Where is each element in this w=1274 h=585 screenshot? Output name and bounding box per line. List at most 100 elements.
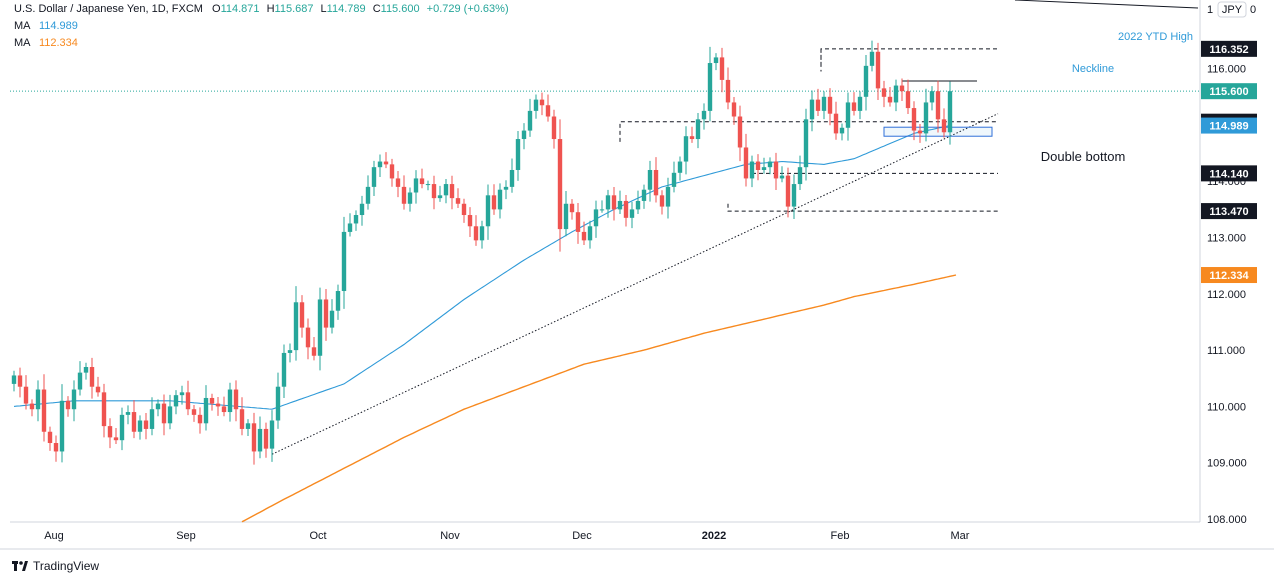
candle-body [497,189,503,210]
candle-body [935,91,941,120]
candle-body [701,110,707,120]
x-tick-label: Dec [572,530,592,542]
candle-body [179,392,185,396]
candle-body [629,209,635,218]
candle-body [539,99,545,106]
candle-body [317,299,323,356]
candle-body [677,161,683,173]
candle-body [665,186,671,207]
horizontal-levels[interactable] [10,48,1200,212]
candle-body [641,189,647,201]
price-tag-box [1201,165,1257,182]
y-tick-label: 113.000 [1207,233,1246,245]
price-axis-ticks: 108.000 109.000 110.000 111.000 112.000 113.0… [1207,64,1247,526]
candle-body [473,226,479,241]
price-tag-box [1201,117,1257,134]
candle-body [833,113,839,134]
candle-body [623,200,629,218]
candle-body [743,147,749,179]
candle-body [383,161,389,165]
candle-body [59,400,65,452]
candle-body [635,200,641,210]
ma200-line [241,274,957,523]
candle-body [23,386,29,404]
candle-body [851,102,857,111]
candle-body [197,414,203,424]
x-tick-label: Aug [44,530,64,542]
x-tick-label: Sep [176,530,196,542]
candle-body [689,136,695,140]
tradingview-brand[interactable]: TradingView [12,559,99,573]
candle-body [107,426,113,438]
candle-body [917,130,923,134]
candle-body [773,161,779,179]
candle-body [779,175,785,179]
candle-body [857,96,863,111]
support2-line [727,203,998,212]
currency-button[interactable]: JPY 0 [1217,1,1256,18]
candle-body [671,172,677,187]
candle-body [437,195,443,199]
ytd-high-label: 2022 YTD High [1118,31,1193,43]
candle-body [713,57,719,64]
candle-body [227,389,233,413]
candle-body [557,139,563,230]
candle-body [887,96,893,103]
candle-body [947,91,953,133]
candle-body [545,105,551,117]
price-tag-box [1201,267,1257,284]
low-label: L [321,3,327,15]
candle-body [521,130,527,140]
candle-body [563,203,569,230]
candle-body [845,102,851,128]
ma200-path [241,274,957,523]
price-axis-tags: 116.352115.600115.058114.989114.140113.4… [1201,40,1257,284]
candle-body [479,226,485,241]
price-tag-label: 113.470 [1209,206,1248,218]
price-tag-box [1201,203,1257,220]
change-value: +0.729 (+0.63%) [427,3,509,15]
candle-body [605,195,611,210]
svg-text:U.S. Dollar / Japanese Yen, 1D: U.S. Dollar / Japanese Yen, 1D, FXCM O11… [14,3,509,15]
candle-body [209,397,215,404]
candle-body [359,203,365,216]
candle-body [113,437,119,441]
candle-body [485,195,491,227]
candle-body [443,184,449,196]
candle-body [131,412,137,432]
candle-body [809,99,815,120]
candle-body [875,51,881,89]
price-tag-label: 116.352 [1209,44,1248,56]
candle-body [41,389,47,432]
candle-body [827,96,833,114]
low-value: 114.789 [327,3,366,15]
extended-line [1014,0,1199,9]
price-tag-label: 114.989 [1209,121,1248,133]
price-tag-label: 115.600 [1209,86,1248,98]
candle-body [797,167,803,185]
ascending-trendline[interactable] [271,113,999,455]
candle-body [527,110,533,131]
candle-body [611,195,617,210]
candle-body [143,420,149,429]
chart-legend: U.S. Dollar / Japanese Yen, 1D, FXCM O11… [14,3,509,49]
price-tag-label: 112.334 [1209,270,1249,282]
candle-body [371,167,377,187]
candle-body [47,431,53,444]
candle-body [575,212,581,232]
candle-body [203,397,209,424]
y-tick-label: 111.000 [1207,345,1245,357]
candle-body [749,161,755,179]
candle-body [341,231,347,292]
svg-text:MA 114.989: MA 114.989 [14,20,78,32]
candle-body [653,169,659,196]
high-label: H [267,3,275,15]
candle-body [89,367,95,387]
candle-body [83,367,89,373]
candle-body [503,186,509,190]
annotations: 2022 YTD High Neckline Double bottom [1041,31,1193,164]
ma50-line [13,124,951,410]
candle-body [293,302,299,351]
candle-body [593,209,599,227]
